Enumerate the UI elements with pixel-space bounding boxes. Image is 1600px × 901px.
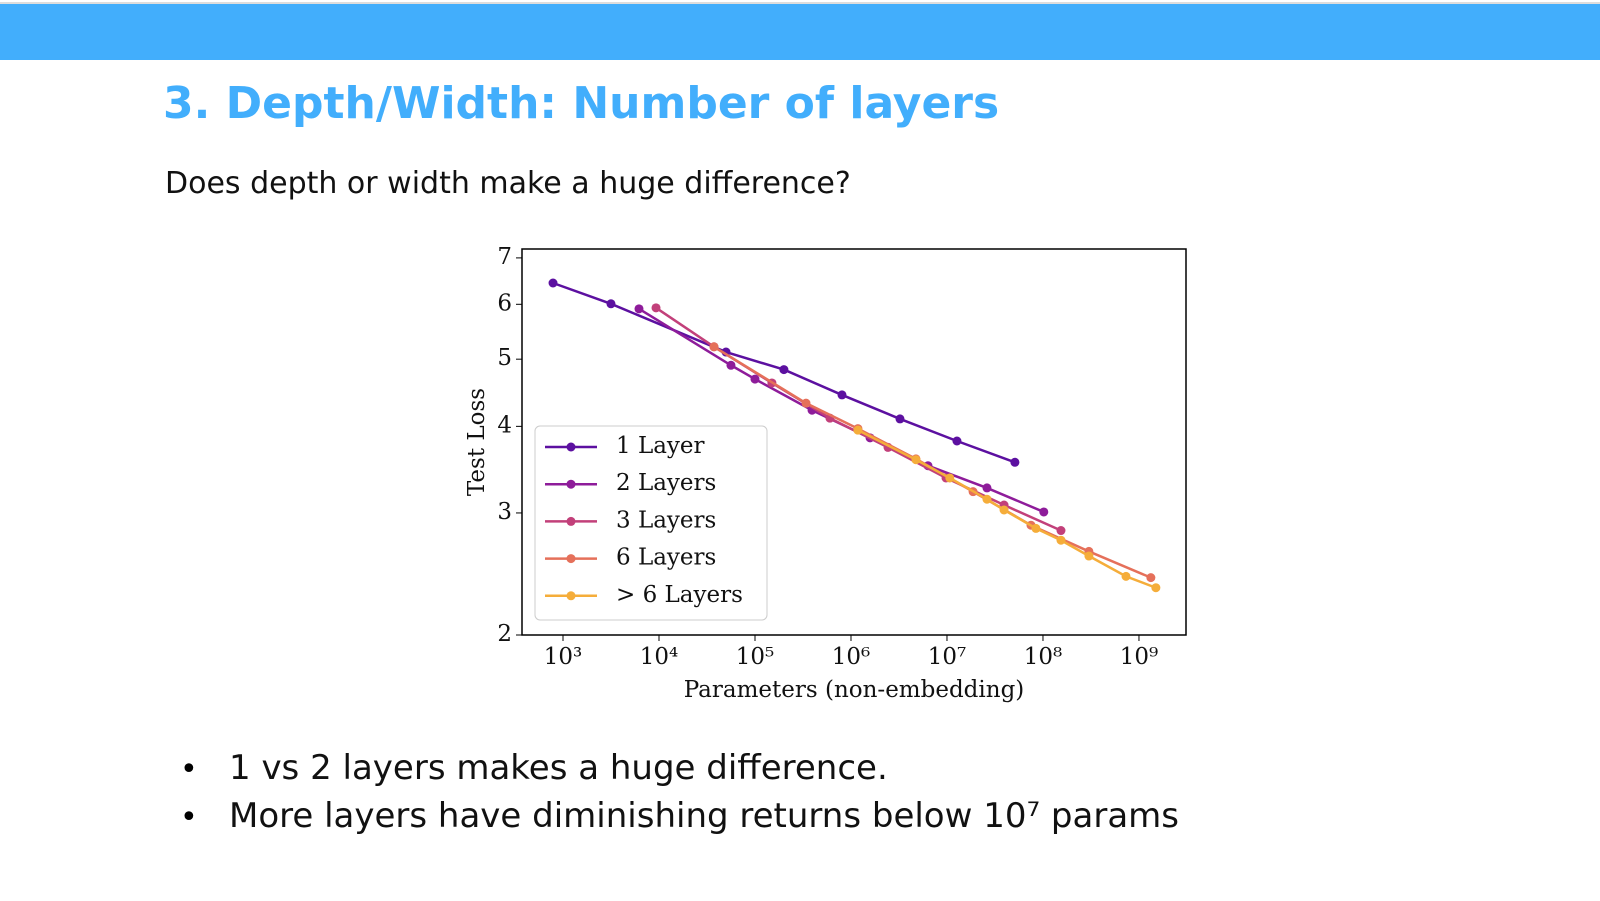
subtitle: Does depth or width make a huge differen… (165, 166, 851, 201)
data-point (750, 374, 760, 384)
y-tick-label: 5 (497, 345, 512, 371)
data-point (634, 304, 644, 314)
data-point (837, 390, 847, 400)
legend-label: > 6 Layers (616, 582, 743, 608)
legend-label: 1 Layer (616, 433, 705, 459)
legend-marker (566, 516, 576, 526)
y-tick-label: 4 (497, 412, 512, 438)
bullet-dot: • (180, 800, 198, 835)
y-tick-label: 7 (497, 244, 512, 270)
data-point (1121, 571, 1131, 581)
x-tick-label: 10⁷ (928, 644, 967, 670)
data-point (1010, 457, 1020, 467)
data-point (1056, 535, 1066, 545)
y-axis-label: Test Loss (464, 388, 490, 496)
x-tick-label: 10³ (544, 644, 583, 670)
data-point (606, 299, 616, 309)
x-tick-label: 10⁸ (1024, 644, 1063, 670)
series-line (857, 429, 1157, 589)
data-point (548, 278, 558, 288)
data-point (1039, 507, 1049, 517)
data-point (779, 365, 789, 375)
y-tick-label: 3 (497, 499, 512, 525)
x-tick-label: 10⁶ (832, 644, 871, 670)
data-point (651, 303, 661, 313)
bullet-dot: • (180, 752, 198, 787)
data-point (982, 483, 992, 493)
data-point (945, 473, 955, 483)
legend-marker (566, 591, 576, 601)
legend-label: 2 Layers (616, 470, 716, 496)
data-point (1151, 583, 1161, 593)
data-point (801, 398, 811, 408)
legend-marker (566, 554, 576, 564)
y-tick-label: 6 (497, 290, 512, 316)
bullet: More layers have diminishing returns bel… (229, 796, 1179, 836)
legend-label: 3 Layers (616, 507, 716, 533)
slide-title: 3. Depth/Width: Number of layers (163, 78, 1000, 129)
x-tick-label: 10⁵ (736, 644, 775, 670)
data-point (1146, 573, 1156, 583)
plot-frame (521, 248, 1187, 636)
bullet: 1 vs 2 layers makes a huge difference. (229, 748, 888, 788)
data-point (726, 360, 736, 370)
y-tick-label: 2 (497, 621, 512, 647)
data-point (709, 342, 719, 352)
data-point (911, 455, 921, 465)
data-point (999, 505, 1009, 515)
x-tick-label: 10⁹ (1120, 644, 1159, 670)
data-point (1056, 526, 1066, 536)
data-point (982, 494, 992, 504)
data-point (853, 425, 863, 435)
series-line (552, 281, 1016, 464)
data-point (952, 436, 962, 446)
header-bar (0, 2, 1600, 60)
series-line (713, 345, 1152, 579)
data-point (1084, 551, 1094, 561)
legend-marker (566, 442, 576, 452)
legend-label: 6 Layers (616, 545, 716, 571)
legend-marker (566, 479, 576, 489)
x-tick-label: 10⁴ (640, 644, 679, 670)
data-point (895, 414, 905, 424)
legend-box (534, 425, 768, 621)
x-axis-label: Parameters (non-embedding) (684, 677, 1025, 703)
data-point (1031, 523, 1041, 533)
